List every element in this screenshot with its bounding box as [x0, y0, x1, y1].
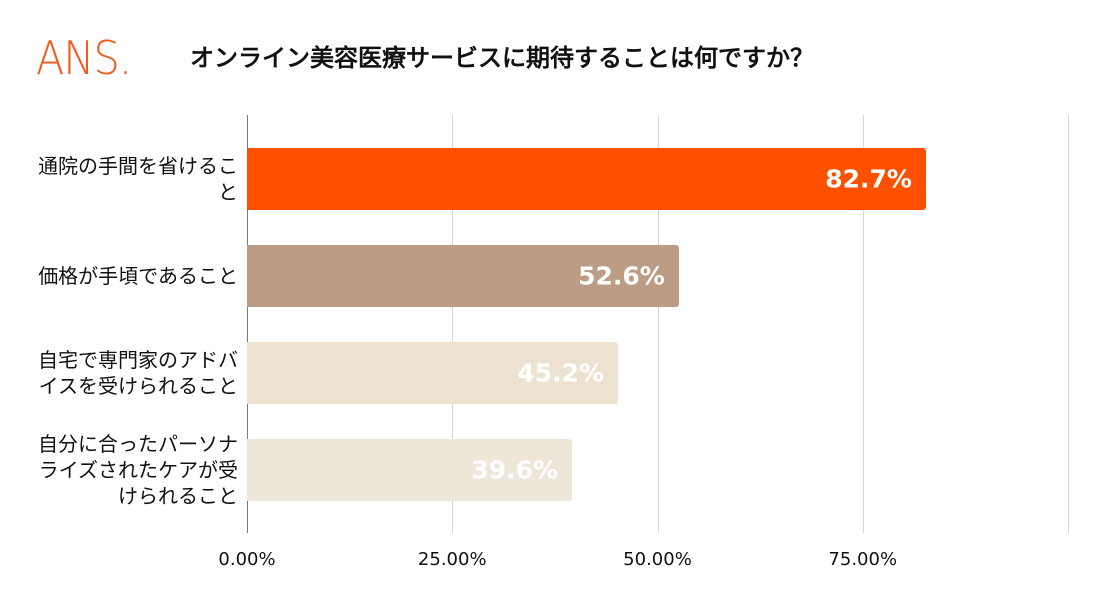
logo: ANS.	[36, 31, 132, 85]
value-label: 82.7%	[825, 164, 912, 194]
x-tick-label: 75.00%	[828, 549, 898, 570]
x-tick-label: 0.00%	[218, 549, 276, 570]
x-tick-label: 25.00%	[417, 549, 487, 570]
grid-line	[862, 115, 864, 533]
chart-title: オンライン美容医療サービスに期待することは何ですか？	[190, 44, 814, 72]
value-label: 45.2%	[517, 358, 605, 388]
x-tick-label: 50.00%	[623, 549, 692, 570]
y-axis	[247, 115, 248, 533]
plot-edge	[1068, 115, 1069, 533]
bar	[247, 439, 573, 501]
value-label: 39.6%	[471, 455, 559, 485]
grid-line	[452, 115, 454, 533]
bar	[247, 245, 679, 307]
value-label: 52.6%	[578, 261, 665, 291]
bar	[247, 342, 619, 404]
grid-line	[657, 115, 659, 533]
category-label: 通院の手間を省けること	[38, 154, 238, 204]
bar	[247, 148, 926, 210]
category-label: 価格が手頃であること	[38, 264, 238, 288]
category-label: 自分に合ったパーソナライズされたケアが受けられること	[38, 432, 238, 508]
category-label: 自宅で専門家のアドバイスを受けられること	[38, 348, 238, 398]
